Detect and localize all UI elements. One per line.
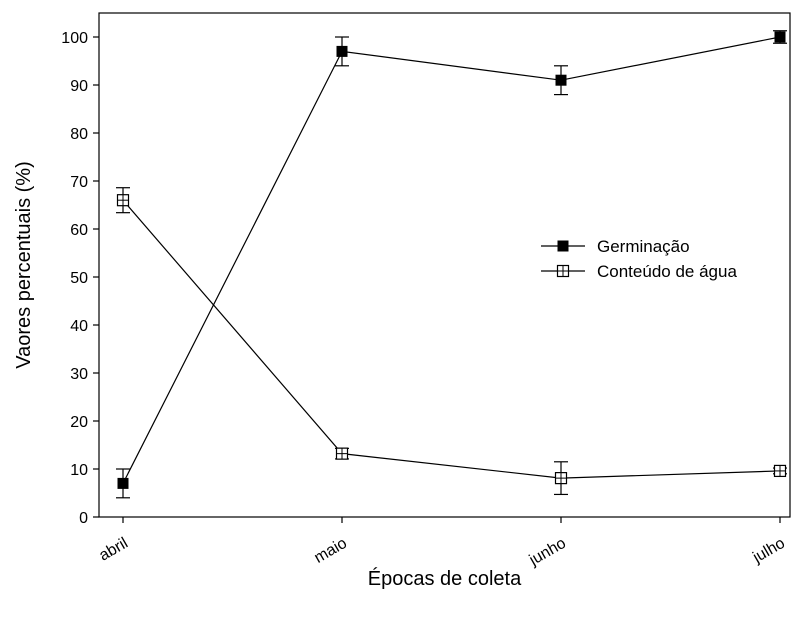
series-layer xyxy=(116,30,787,499)
legend: Germinação Conteúdo de água xyxy=(541,237,737,281)
series-line xyxy=(122,36,781,484)
y-tick-label: 70 xyxy=(70,174,88,191)
series-germinacao xyxy=(116,30,787,499)
y-tick-label: 40 xyxy=(70,318,88,335)
y-tick-label: 80 xyxy=(70,126,88,143)
data-point xyxy=(116,194,130,207)
data-point xyxy=(336,45,348,57)
y-tick-label: 50 xyxy=(70,270,88,287)
x-tick-label: abril xyxy=(96,535,131,565)
y-tick-label: 10 xyxy=(70,462,88,479)
x-tick-label: julho xyxy=(749,535,788,567)
x-tick-label: maio xyxy=(311,535,350,567)
y-tick-label: 0 xyxy=(79,510,88,527)
y-axis-title: Vaores percentuais (%) xyxy=(13,161,35,369)
legend-marker xyxy=(556,264,570,278)
y-tick-label: 60 xyxy=(70,222,88,239)
data-point xyxy=(774,31,786,43)
series-conteudo-de-agua xyxy=(116,187,787,496)
y-tick-label: 30 xyxy=(70,366,88,383)
legend-label: Conteúdo de água xyxy=(597,262,737,281)
y-tick-label: 20 xyxy=(70,414,88,431)
data-point xyxy=(335,447,349,460)
legend-label: Germinação xyxy=(597,237,690,256)
plot-frame xyxy=(98,12,791,518)
y-tick-label: 100 xyxy=(61,30,88,47)
legend-item: Conteúdo de água xyxy=(541,262,737,281)
x-tick-label: junho xyxy=(526,535,569,570)
data-point xyxy=(117,477,129,489)
x-axis-title: Épocas de coleta xyxy=(368,567,522,590)
data-point xyxy=(555,74,567,86)
x-axis: abril maio junho julho xyxy=(96,517,788,570)
legend-item: Germinação xyxy=(541,237,690,256)
data-point xyxy=(773,464,787,478)
y-tick-label: 90 xyxy=(70,78,88,95)
y-axis: 0 10 20 30 40 50 60 70 80 90 100 xyxy=(61,30,99,527)
data-point xyxy=(554,472,568,485)
series-line xyxy=(122,199,781,479)
legend-marker xyxy=(557,240,569,252)
